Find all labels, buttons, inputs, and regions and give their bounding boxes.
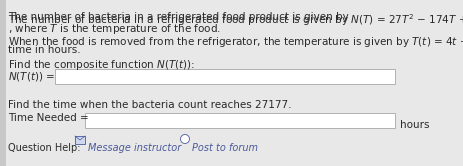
Text: The number of bacteria in a refrigerated food product is given by $N(T)$ = 27$T^: The number of bacteria in a refrigerated… <box>8 12 463 28</box>
Text: time in hours.: time in hours. <box>8 45 81 55</box>
Text: Post to forum: Post to forum <box>192 143 258 153</box>
FancyBboxPatch shape <box>0 0 6 166</box>
Text: The number of bacteria in a refrigerated food product is given by: The number of bacteria in a refrigerated… <box>8 12 352 22</box>
FancyBboxPatch shape <box>75 136 85 144</box>
Text: Time Needed =: Time Needed = <box>8 113 89 123</box>
Text: Question Help:: Question Help: <box>8 143 81 153</box>
Text: , where $T$ is the temperature of the food.: , where $T$ is the temperature of the fo… <box>8 22 221 36</box>
Text: Find the composite function $N(T(t))$:: Find the composite function $N(T(t))$: <box>8 58 195 72</box>
Text: hours: hours <box>400 120 430 130</box>
FancyBboxPatch shape <box>55 69 395 84</box>
FancyBboxPatch shape <box>85 113 395 128</box>
Text: Find the time when the bacteria count reaches 27177.: Find the time when the bacteria count re… <box>8 100 292 110</box>
Circle shape <box>181 134 189 143</box>
Text: $N(T(t))$ =: $N(T(t))$ = <box>8 70 55 83</box>
Text: When the food is removed from the refrigerator, the temperature is given by $T(t: When the food is removed from the refrig… <box>8 35 463 49</box>
Text: Message instructor: Message instructor <box>88 143 181 153</box>
